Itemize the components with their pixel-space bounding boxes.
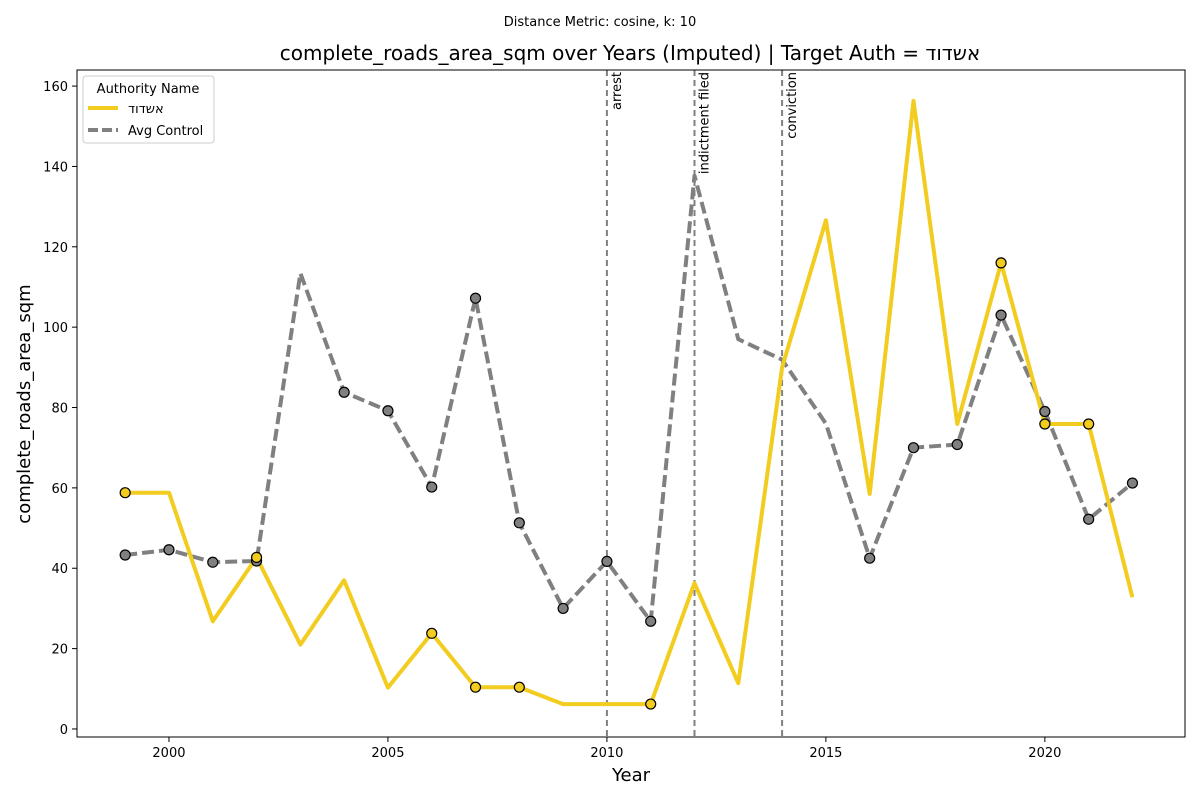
point-control [119,549,131,561]
y-tick-label: 140 [43,160,68,175]
y-tick-label: 0 [60,723,68,738]
chart-title: complete_roads_area_sqm over Years (Impu… [280,41,981,65]
x-tick-label: 2000 [152,746,185,761]
legend-title: Authority Name [97,82,200,97]
x-tick-label: 2005 [371,746,404,761]
series-line-control [124,173,1134,624]
point-control [645,615,657,627]
y-tick-label: 80 [51,402,68,417]
y-axis-label: complete_roads_area_sqm [14,284,35,523]
y-tick-label: 40 [51,562,68,577]
plot-area [77,70,1185,737]
point-control [995,309,1007,321]
point-target [995,257,1007,269]
y-tick-label: 160 [43,80,68,95]
plot-frame [76,69,1186,738]
legend-entry-control: Avg Control [128,124,203,139]
point-target [513,681,525,693]
event-label: conviction [785,72,800,139]
x-axis-label: Year [611,765,651,786]
point-control [382,405,394,417]
y-tick-label: 60 [51,482,68,497]
x-tick-label: 2015 [809,746,842,761]
y-axis: 0 20 40 60 80 100 120 140 160 [43,80,77,738]
point-control [338,386,350,398]
x-tick-label: 2010 [590,746,623,761]
legend-box [82,75,215,144]
point-control [1039,405,1051,418]
series-line-target [125,98,1135,707]
point-control [426,481,438,493]
point-control [601,555,613,568]
x-axis: 2000 2005 2010 2015 2020 [152,737,1061,761]
point-target [426,627,438,639]
point-target [250,551,263,563]
y-tick-label: 20 [51,643,68,658]
point-control [1126,477,1139,489]
point-control [513,517,525,529]
point-target [119,487,131,499]
y-tick-label: 100 [43,321,68,336]
event-label: arrest [610,72,625,110]
point-control [951,438,963,451]
chart-suptitle: Distance Metric: cosine, k: 10 [504,15,696,30]
legend-entry-target: אשדוד [128,102,164,117]
point-control [163,544,175,556]
point-control [864,552,876,564]
point-target [1083,418,1095,430]
x-tick-label: 2020 [1028,746,1061,761]
series-layer [119,98,1139,710]
point-target [645,698,657,710]
event-annotations: arrest indictment filed conviction [605,70,800,737]
point-control [557,602,569,615]
point-target [469,681,482,693]
point-control [469,292,482,304]
y-tick-label: 120 [43,241,68,256]
point-target [1039,418,1051,430]
point-control [207,556,219,568]
point-control [907,442,920,454]
legend: Authority Name אשדוד Avg Control [82,75,215,144]
point-control [1083,513,1095,525]
event-label: indictment filed [698,72,713,174]
